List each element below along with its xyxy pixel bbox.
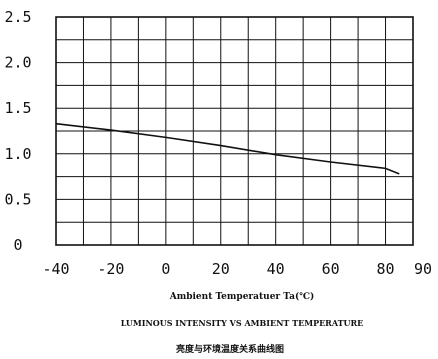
series-line — [55, 122, 400, 175]
x-tick-label: 40 — [267, 260, 285, 278]
y-tick-label: 2.0 — [4, 54, 31, 72]
x-tick-label: 0 — [161, 260, 170, 278]
chart-subtitle: 亮度与环境温度关系曲线图 — [176, 343, 284, 355]
x-tick-label: 60 — [322, 260, 340, 278]
x-tick-label: 80 — [377, 260, 395, 278]
x-tick-label: 90 — [414, 260, 432, 278]
x-tick-label: 20 — [212, 260, 230, 278]
y-tick-labels: 0 0.5 1.0 1.5 2.0 2.5 — [4, 8, 31, 254]
chart-grid — [55, 16, 414, 246]
y-tick-label: 2.5 — [4, 8, 31, 26]
y-tick-label: 1.0 — [4, 145, 31, 163]
y-tick-label: 1.5 — [4, 99, 31, 117]
x-tick-label: -20 — [97, 260, 124, 278]
chart-title: LUMINOUS INTENSITY VS AMBIENT TEMPERATUR… — [121, 318, 364, 328]
y-tick-label: 0 — [13, 236, 22, 254]
x-tick-label: -40 — [42, 260, 69, 278]
y-tick-label: 0.5 — [4, 190, 31, 208]
x-tick-labels: -40 -20 0 20 40 60 80 90 — [42, 260, 432, 278]
x-axis-label: Ambient Temperatuer Ta(℃) — [169, 291, 315, 302]
data-series — [55, 122, 400, 175]
